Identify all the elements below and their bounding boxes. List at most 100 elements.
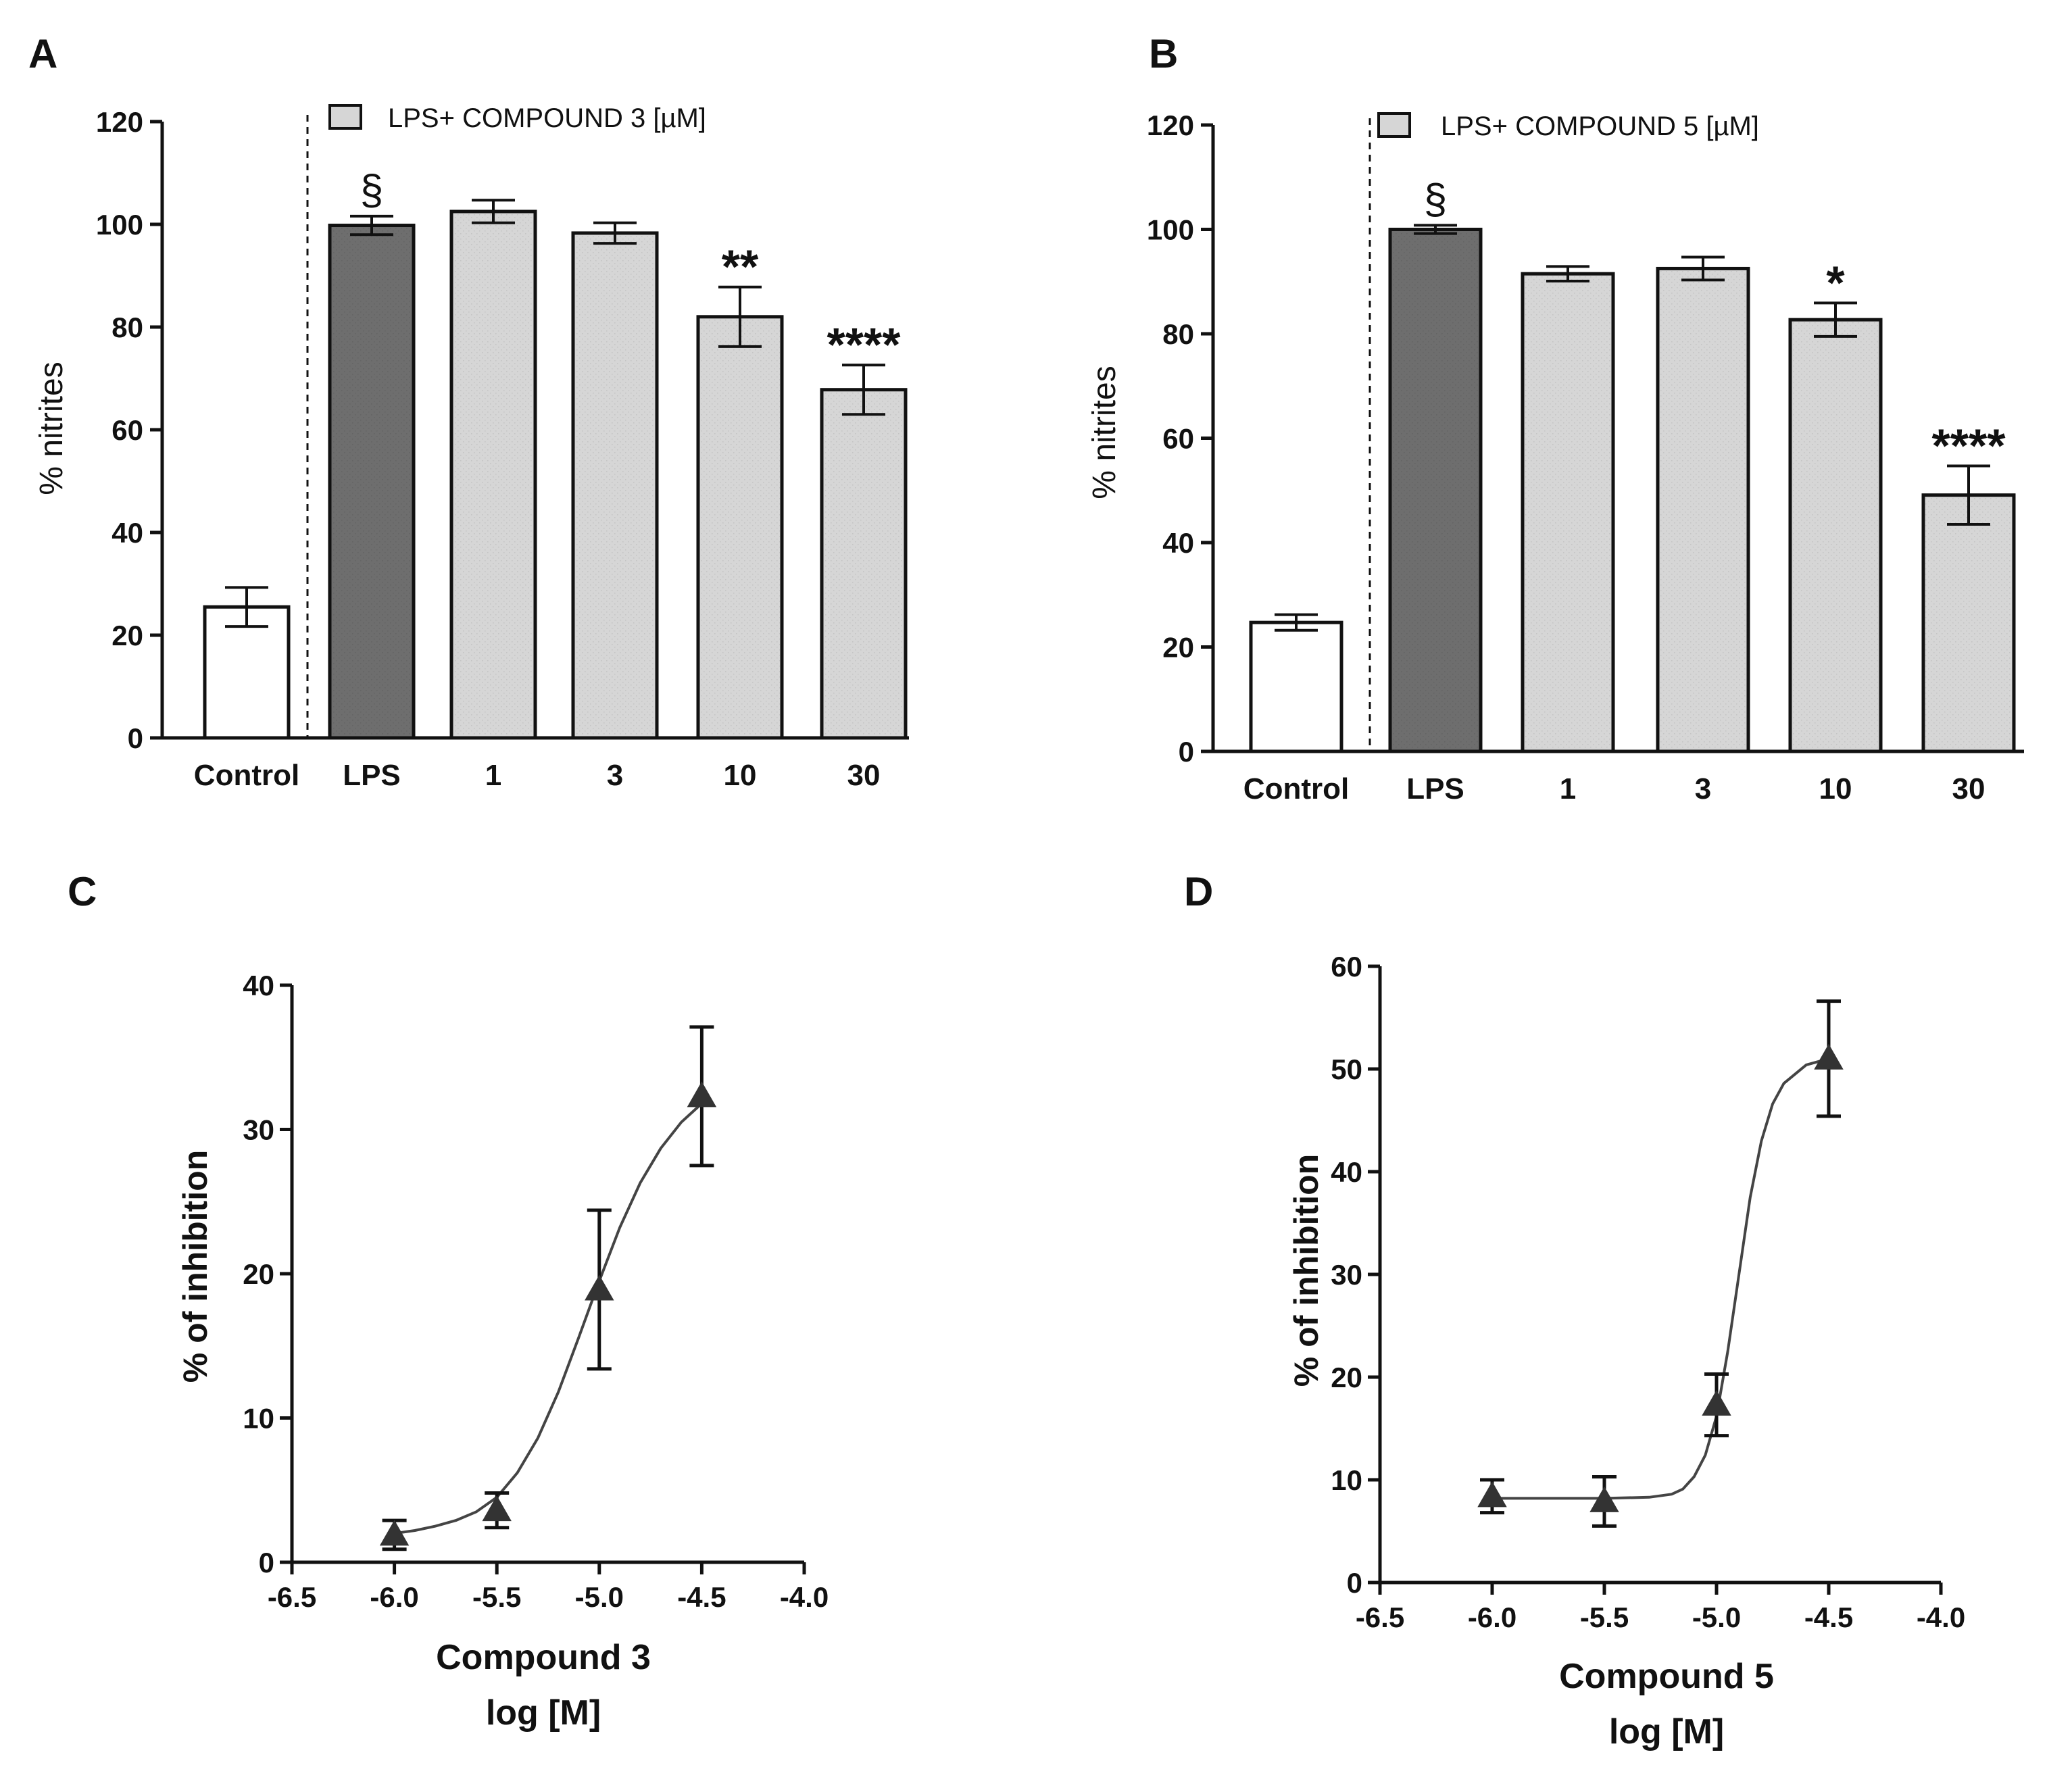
panel-c-x-tick-label: -4.0 xyxy=(780,1581,829,1613)
panel-c-y-tick-label: 0 xyxy=(259,1547,274,1578)
panel-b-bar xyxy=(1249,620,1343,753)
panel-b-y-tick-label: 100 xyxy=(1147,214,1194,246)
panel-c-data-point xyxy=(687,1081,717,1108)
panel-a-y-tick-label: 120 xyxy=(96,106,143,138)
panel-b-category-label: 30 xyxy=(1952,772,1985,805)
panel-c-x-tick-label: -6.0 xyxy=(370,1581,418,1613)
panel-d-y-tick-label: 10 xyxy=(1331,1464,1362,1496)
panel-c-y-tick-label: 10 xyxy=(243,1403,274,1435)
panel-c-data-point xyxy=(585,1274,614,1301)
panel-d-y-tick-label: 60 xyxy=(1331,951,1362,982)
panel-d-data-point xyxy=(1814,1043,1844,1070)
panel-a-bar-texture xyxy=(575,234,655,736)
panel-d-y-tick-label: 50 xyxy=(1331,1053,1362,1085)
panel-c-y-tick-label: 40 xyxy=(243,970,274,1001)
panel-label-b: B xyxy=(1149,31,1178,76)
panel-a-bar-texture xyxy=(453,214,533,736)
panel-a-category-label: LPS xyxy=(343,759,401,792)
panel-a-category-label: 1 xyxy=(485,759,501,792)
panel-a-legend-text: LPS+ COMPOUND 3 [µM] xyxy=(388,103,706,133)
panel-d-x-axis-unit: log [M] xyxy=(1609,1712,1724,1751)
panel-b-category-label: 1 xyxy=(1560,772,1576,805)
panel-d-x-tick-label: -6.5 xyxy=(1356,1601,1404,1633)
panel-c-y-tick-label: 30 xyxy=(243,1114,274,1146)
panel-c-x-tick-label: -6.5 xyxy=(268,1581,316,1613)
panel-b-category-label: Control xyxy=(1243,772,1349,805)
panel-d-y-tick-label: 30 xyxy=(1331,1259,1362,1291)
panel-d-y-tick-label: 40 xyxy=(1331,1156,1362,1188)
panel-d-x-tick-label: -6.0 xyxy=(1468,1601,1516,1633)
panel-d-x-axis-label: Compound 5 xyxy=(1559,1657,1774,1696)
panel-d-y-axis-label: % of inhibition xyxy=(1287,1154,1325,1387)
panel-d-x-tick-label: -4.5 xyxy=(1804,1601,1853,1633)
panel-a-significance-marker: ** xyxy=(722,241,759,293)
panel-a-category-label: 30 xyxy=(847,759,881,792)
panel-d-data-point xyxy=(1477,1481,1507,1508)
panel-d-fit-curve xyxy=(1491,1057,1830,1500)
panel-c-x-axis-unit: log [M] xyxy=(486,1693,601,1733)
panel-a-bar-chart: % nitrites LPS+ COMPOUND 3 [µM] 0 20 40 60 8… xyxy=(34,103,909,792)
panel-a-significance-marker: **** xyxy=(827,318,902,371)
panel-b-bar-texture xyxy=(1792,322,1879,750)
panel-a-y-tick-label: 100 xyxy=(96,209,143,241)
panel-b-legend-swatch xyxy=(1377,112,1411,138)
panel-b-legend-text: LPS+ COMPOUND 5 [µM] xyxy=(1441,111,1759,141)
panel-b-bar-texture xyxy=(1392,231,1479,749)
panel-d-data-point xyxy=(1702,1390,1731,1416)
panel-b-significance-marker: § xyxy=(1424,176,1447,222)
panel-label-c: C xyxy=(68,869,97,914)
panel-d-x-tick-label: -4.0 xyxy=(1917,1601,1965,1633)
panel-a-legend-swatch xyxy=(328,104,362,130)
panel-a-y-tick-label: 20 xyxy=(112,620,143,651)
panel-a-y-tick-label: 80 xyxy=(112,312,143,343)
panel-a-y-tick-label: 0 xyxy=(128,722,143,754)
panel-b-y-tick-label: 20 xyxy=(1162,632,1194,664)
panel-b-legend: LPS+ COMPOUND 5 [µM] xyxy=(1377,111,1759,141)
panel-label-d: D xyxy=(1184,869,1213,914)
panel-c-data-point xyxy=(482,1495,512,1522)
panel-c-data-point xyxy=(379,1520,410,1546)
panel-b-significance-marker: **** xyxy=(1932,419,2006,472)
panel-c-x-axis-label: Compound 3 xyxy=(436,1638,651,1677)
panel-a-category-label: 3 xyxy=(607,759,623,792)
panel-b-y-tick-label: 40 xyxy=(1162,527,1194,559)
panel-a-y-axis-label: % nitrites xyxy=(34,362,70,495)
panel-b-y-tick-label: 80 xyxy=(1162,318,1194,350)
panel-b-bar-chart: % nitrites LPS+ COMPOUND 5 [µM] 0 20 40 60 8… xyxy=(1087,109,2024,805)
panel-c-y-axis-label: % of inhibition xyxy=(176,1150,214,1383)
panel-b-bar-texture xyxy=(1925,497,2012,749)
panel-a-y-tick-label: 60 xyxy=(112,414,143,446)
panel-label-a: A xyxy=(28,31,57,76)
panel-a-bar xyxy=(203,605,291,740)
panel-a-significance-marker: § xyxy=(360,167,383,214)
panel-a-bar-texture xyxy=(700,318,780,736)
panel-b-category-label: 10 xyxy=(1819,772,1852,805)
panel-b-category-label: LPS xyxy=(1406,772,1464,805)
panel-a-category-label: Control xyxy=(194,759,299,792)
panel-b-significance-marker: * xyxy=(1826,256,1845,309)
panel-a-category-label: 10 xyxy=(724,759,757,792)
panel-a-bar-texture xyxy=(332,227,412,736)
panel-d-data-point xyxy=(1589,1486,1619,1512)
panel-d-dose-response: % of inhibition Compound 5 log [M] 0 10 20… xyxy=(1287,951,1965,1751)
panel-b-y-axis-label: % nitrites xyxy=(1087,366,1123,499)
panel-d-y-tick-label: 0 xyxy=(1347,1567,1362,1599)
panel-b-y-tick-label: 0 xyxy=(1179,736,1194,768)
panel-c-dose-response: % of inhibition Compound 3 log [M] 0 10 20… xyxy=(176,970,829,1733)
panel-b-category-label: 3 xyxy=(1695,772,1711,805)
panel-c-x-tick-label: -5.0 xyxy=(575,1581,624,1613)
panel-a-y-tick-label: 40 xyxy=(112,517,143,549)
panel-b-bar-texture xyxy=(1525,276,1611,750)
panel-d-x-tick-label: -5.5 xyxy=(1580,1601,1629,1633)
panel-c-x-tick-label: -5.5 xyxy=(472,1581,521,1613)
panel-c-fit-curve xyxy=(393,1102,704,1535)
panel-a-bar-texture xyxy=(824,391,904,736)
panel-c-x-tick-label: -4.5 xyxy=(677,1581,726,1613)
panel-b-y-tick-label: 120 xyxy=(1147,109,1194,141)
panel-b-y-tick-label: 60 xyxy=(1162,423,1194,455)
panel-c-y-tick-label: 20 xyxy=(243,1258,274,1290)
panel-d-x-tick-label: -5.0 xyxy=(1692,1601,1741,1633)
panel-a-legend: LPS+ COMPOUND 3 [µM] xyxy=(328,103,706,133)
panel-d-y-tick-label: 20 xyxy=(1331,1362,1362,1393)
